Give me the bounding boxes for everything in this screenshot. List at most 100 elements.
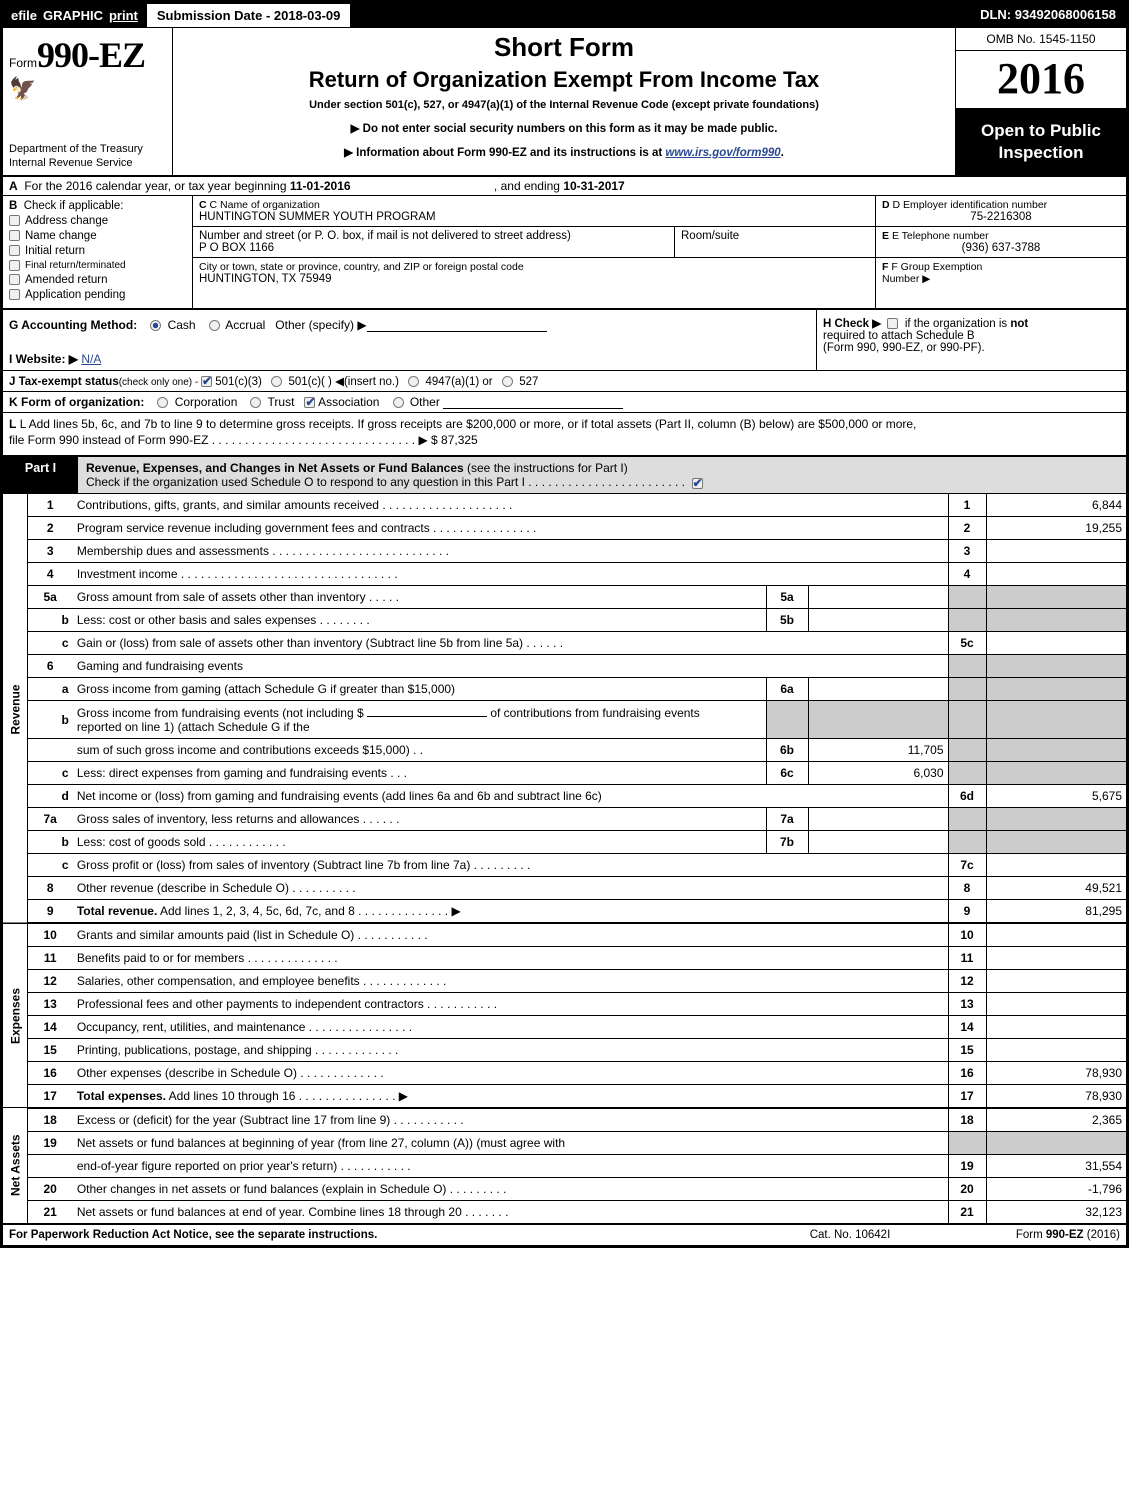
- line-desc: Other changes in net assets or fund bala…: [73, 1178, 948, 1201]
- revenue-side-label: Revenue: [3, 494, 27, 924]
- k-assoc-checked[interactable]: [304, 397, 315, 408]
- checkbox-icon: [9, 289, 20, 300]
- row-12: 12 Salaries, other compensation, and emp…: [3, 970, 1126, 993]
- k-other-blank[interactable]: [443, 396, 623, 409]
- chk-name-change[interactable]: Name change: [9, 230, 186, 242]
- g-accrual: Accrual: [225, 318, 265, 332]
- tel-label: E Telephone number: [892, 230, 989, 242]
- line-num: 5a: [27, 586, 73, 609]
- j-501c-radio[interactable]: [271, 376, 282, 387]
- k-trust-radio[interactable]: [250, 397, 261, 408]
- h-checkbox[interactable]: [887, 318, 898, 329]
- box-d-e-f: D D Employer identification number 75-22…: [876, 196, 1126, 308]
- j-4947-radio[interactable]: [408, 376, 419, 387]
- submission-date-box: Submission Date - 2018-03-09: [146, 3, 352, 28]
- room-suite-cell: Room/suite: [675, 227, 875, 257]
- mini-box: 7b: [766, 831, 808, 854]
- website-link[interactable]: N/A: [81, 352, 101, 366]
- part-i-schedule-o-checked[interactable]: [692, 478, 703, 489]
- line-desc: Net assets or fund balances at beginning…: [73, 1132, 948, 1155]
- line-num: 7a: [27, 808, 73, 831]
- line-num-empty: [27, 1155, 73, 1178]
- line-box: 20: [948, 1178, 986, 1201]
- footer-right-post: (2016): [1084, 1229, 1120, 1241]
- row-11: 11 Benefits paid to or for members . . .…: [3, 947, 1126, 970]
- line-box: 5c: [948, 632, 986, 655]
- dln-value: 93492068006158: [1015, 7, 1116, 22]
- chk-initial-return[interactable]: Initial return: [9, 245, 186, 257]
- line-amount: 19,255: [986, 517, 1126, 540]
- line-desc: Excess or (deficit) for the year (Subtra…: [73, 1108, 948, 1132]
- line-desc: Gross sales of inventory, less returns a…: [73, 808, 766, 831]
- r6b-pre: Gross income from fundraising events (no…: [77, 706, 367, 720]
- line-amount: 32,123: [986, 1201, 1126, 1224]
- line-amount: [986, 1039, 1126, 1062]
- row-6b-sum: sum of such gross income and contributio…: [3, 739, 1126, 762]
- row-19b: end-of-year figure reported on prior yea…: [3, 1155, 1126, 1178]
- chk-label-pending: Application pending: [25, 289, 125, 301]
- chk-address-change[interactable]: Address change: [9, 215, 186, 227]
- k-other-radio[interactable]: [393, 397, 404, 408]
- part-i-table: Revenue 1 Contributions, gifts, grants, …: [3, 493, 1126, 1223]
- line-num: c: [27, 632, 73, 655]
- line-num: 19: [27, 1132, 73, 1155]
- line-box: 9: [948, 900, 986, 924]
- g-other-blank[interactable]: [367, 319, 547, 332]
- row-5b: b Less: cost or other basis and sales ex…: [3, 609, 1126, 632]
- j-opt-527: 527: [519, 376, 538, 388]
- radio-accrual[interactable]: [209, 320, 220, 331]
- line-num: 16: [27, 1062, 73, 1085]
- part-i-title: Revenue, Expenses, and Changes in Net As…: [78, 457, 1126, 493]
- radio-cash-checked[interactable]: [150, 320, 161, 331]
- line-num: 17: [27, 1085, 73, 1109]
- line-box-shade: [948, 701, 986, 739]
- line-amount-shade: [986, 1132, 1126, 1155]
- line-desc: Gain or (loss) from sale of assets other…: [73, 632, 948, 655]
- tax-period-line: A For the 2016 calendar year, or tax yea…: [3, 177, 1126, 196]
- line-amount: 2,365: [986, 1108, 1126, 1132]
- row-7a: 7a Gross sales of inventory, less return…: [3, 808, 1126, 831]
- notice-info: ▶ Information about Form 990-EZ and its …: [183, 145, 945, 159]
- chk-application-pending[interactable]: Application pending: [9, 289, 186, 301]
- j-501c3-checked[interactable]: [201, 376, 212, 387]
- r6b-blank[interactable]: [367, 705, 487, 717]
- city-value: HUNTINGTON, TX 75949: [199, 273, 869, 285]
- short-form-title: Short Form: [183, 32, 945, 63]
- j-insert-no: ◀(insert no.): [335, 376, 399, 388]
- row-17: 17 Total expenses. Add lines 10 through …: [3, 1085, 1126, 1109]
- line-box: 1: [948, 494, 986, 517]
- irs-form990-link[interactable]: www.irs.gov/form990: [665, 147, 780, 159]
- line-box: 15: [948, 1039, 986, 1062]
- chk-final-return[interactable]: Final return/terminated: [9, 260, 186, 271]
- line-amount: 78,930: [986, 1085, 1126, 1109]
- mini-box-shade: [766, 701, 808, 739]
- line-num: 3: [27, 540, 73, 563]
- k-corp-radio[interactable]: [157, 397, 168, 408]
- j-527-radio[interactable]: [502, 376, 513, 387]
- line-desc: sum of such gross income and contributio…: [73, 739, 766, 762]
- r9-bold: Total revenue.: [77, 904, 157, 918]
- period-mid: , and ending: [494, 179, 563, 193]
- r6b-line2: reported on line 1) (attach Schedule G i…: [77, 720, 310, 734]
- notice-ssn: ▶ Do not enter social security numbers o…: [183, 121, 945, 135]
- row-19: 19 Net assets or fund balances at beginn…: [3, 1132, 1126, 1155]
- mini-val: [808, 808, 948, 831]
- mini-box: 6b: [766, 739, 808, 762]
- mini-box: 6c: [766, 762, 808, 785]
- line-box: 7c: [948, 854, 986, 877]
- room-label: Room/suite: [681, 230, 869, 242]
- line-desc: Investment income . . . . . . . . . . . …: [73, 563, 948, 586]
- print-link[interactable]: print: [109, 8, 138, 23]
- line-amount: 81,295: [986, 900, 1126, 924]
- mini-box: 7a: [766, 808, 808, 831]
- netassets-side-label: Net Assets: [3, 1108, 27, 1223]
- line-desc: Printing, publications, postage, and shi…: [73, 1039, 948, 1062]
- omb-number: OMB No. 1545-1150: [956, 28, 1126, 51]
- line-num: 6: [27, 655, 73, 678]
- line-desc: Less: cost of goods sold . . . . . . . .…: [73, 831, 766, 854]
- line-num: 18: [27, 1108, 73, 1132]
- line-num: 2: [27, 517, 73, 540]
- row-14: 14 Occupancy, rent, utilities, and maint…: [3, 1016, 1126, 1039]
- r6b-post: of contributions from fundraising events: [487, 706, 700, 720]
- chk-amended-return[interactable]: Amended return: [9, 274, 186, 286]
